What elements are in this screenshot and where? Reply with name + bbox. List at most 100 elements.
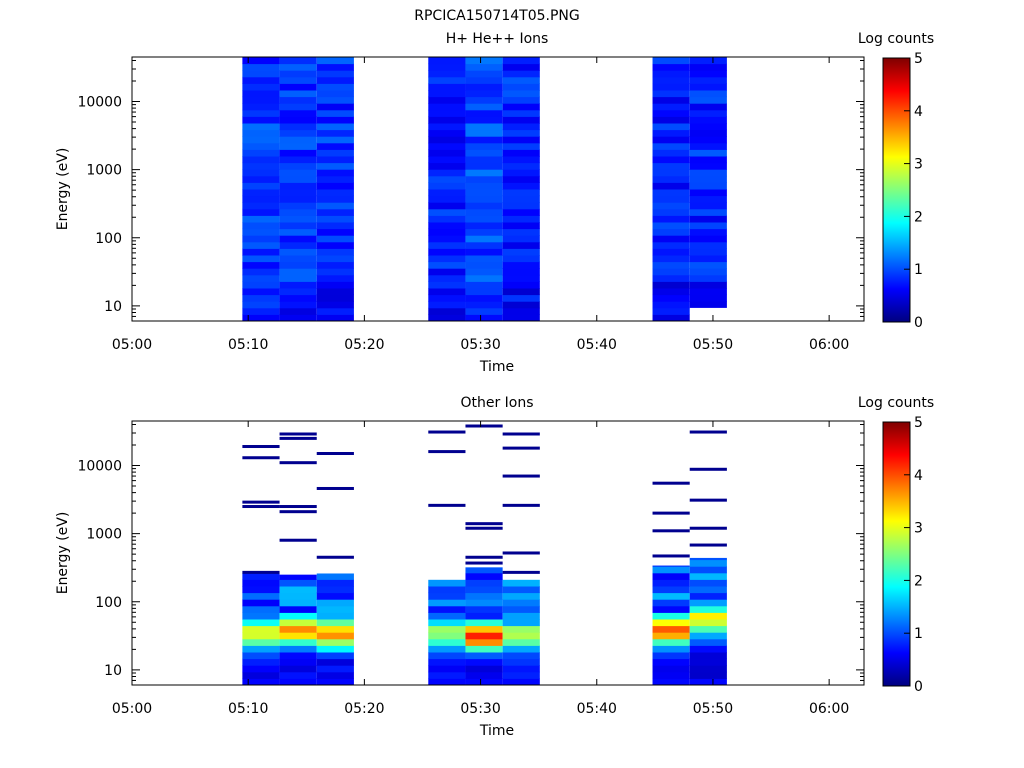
heatmap-cell	[428, 261, 466, 269]
heatmap-cell	[428, 605, 466, 613]
heatmap-cell	[242, 573, 280, 580]
heatmap-cell	[316, 162, 354, 170]
x-tick-label: 06:00	[809, 337, 849, 353]
y-tick-label: 10000	[77, 459, 122, 475]
x-tick-label: 05:00	[112, 337, 152, 353]
heatmap-cell	[465, 255, 503, 263]
heatmap-cell	[465, 202, 503, 210]
heatmap-cell	[428, 307, 466, 315]
heatmap-cell	[502, 638, 540, 646]
heatmap-cell	[465, 612, 503, 620]
heatmap-cell	[242, 83, 280, 91]
heatmap-cell	[689, 189, 727, 197]
heatmap-cell	[652, 554, 690, 558]
heatmap-cell	[689, 665, 727, 673]
heatmap-cell	[279, 149, 317, 157]
heatmap-cell	[279, 678, 317, 686]
heatmap-cell	[316, 452, 354, 456]
heatmap-cell	[316, 307, 354, 315]
heatmap-cell	[465, 215, 503, 223]
heatmap-cell	[279, 592, 317, 600]
heatmap-cell	[428, 202, 466, 210]
heatmap-cell	[689, 169, 727, 177]
x-tick-label: 05:40	[577, 701, 617, 717]
heatmap-cell	[428, 586, 466, 594]
heatmap-cell	[279, 76, 317, 84]
heatmap-cell	[316, 228, 354, 236]
heatmap-cell	[279, 123, 317, 131]
heatmap-cell	[652, 57, 690, 65]
heatmap-cell	[316, 288, 354, 296]
heatmap-cell	[428, 612, 466, 620]
heatmap-cell	[652, 142, 690, 150]
heatmap-cell	[316, 182, 354, 190]
heatmap-cell	[316, 149, 354, 157]
heatmap-cell	[279, 228, 317, 236]
heatmap-cell	[465, 268, 503, 276]
heatmap-cell	[316, 555, 354, 559]
heatmap-cell	[502, 109, 540, 117]
heatmap-cell	[428, 63, 466, 71]
heatmap-cell	[316, 268, 354, 276]
heatmap-cell	[279, 288, 317, 296]
heatmap-cell	[689, 208, 727, 216]
heatmap-cell	[242, 592, 280, 600]
heatmap-cell	[316, 248, 354, 256]
heatmap-cell	[279, 307, 317, 315]
heatmap-cell	[465, 301, 503, 309]
heatmap-cell	[689, 638, 727, 646]
heatmap-cell	[689, 129, 727, 137]
heatmap-cell	[316, 76, 354, 84]
heatmap-cell	[652, 481, 690, 485]
heatmap-cell	[428, 123, 466, 131]
heatmap-cell	[242, 57, 280, 65]
x-tick-label: 05:20	[344, 701, 384, 717]
heatmap-cell	[689, 90, 727, 98]
heatmap-cell	[242, 248, 280, 256]
spectrogram-cells	[242, 424, 727, 686]
heatmap-cell	[242, 500, 280, 504]
heatmap-cell	[465, 307, 503, 315]
x-tick-label: 05:20	[344, 337, 384, 353]
heatmap-cell	[279, 652, 317, 660]
heatmap-cell	[242, 678, 280, 686]
heatmap-cell	[316, 599, 354, 607]
heatmap-cell	[316, 619, 354, 627]
colorbar-tick-label: 2	[914, 573, 923, 589]
heatmap-cell	[652, 222, 690, 230]
heatmap-cell	[689, 658, 727, 666]
heatmap-cell	[502, 570, 540, 574]
heatmap-cell	[689, 301, 727, 308]
heatmap-cell	[465, 567, 503, 574]
heatmap-cell	[689, 619, 727, 627]
heatmap-cell	[652, 241, 690, 249]
heatmap-cell	[689, 467, 727, 471]
heatmap-cell	[428, 156, 466, 164]
heatmap-cell	[502, 57, 540, 65]
heatmap-cell	[279, 162, 317, 170]
heatmap-cell	[242, 96, 280, 104]
heatmap-cell	[428, 632, 466, 640]
heatmap-cell	[689, 109, 727, 117]
heatmap-cell	[465, 208, 503, 216]
heatmap-cell	[428, 599, 466, 607]
heatmap-cell	[465, 241, 503, 249]
heatmap-cell	[279, 281, 317, 289]
heatmap-cell	[428, 149, 466, 157]
heatmap-cell	[428, 248, 466, 256]
y-tick-label: 100	[95, 595, 122, 611]
heatmap-cell	[502, 671, 540, 679]
heatmap-cell	[502, 63, 540, 71]
heatmap-cell	[279, 142, 317, 150]
heatmap-cell	[465, 665, 503, 673]
panel-title: H+ He++ Ions	[446, 31, 549, 47]
heatmap-cell	[279, 579, 317, 587]
heatmap-cell	[316, 109, 354, 117]
colorbar-tick-label: 1	[914, 262, 923, 278]
heatmap-cell	[242, 307, 280, 315]
heatmap-cell	[502, 268, 540, 276]
colorbar: Log counts 0 1 2 3 4 5	[858, 31, 934, 331]
x-axis-label: Time	[479, 359, 514, 375]
heatmap-cell	[652, 665, 690, 673]
heatmap-cell	[428, 235, 466, 243]
